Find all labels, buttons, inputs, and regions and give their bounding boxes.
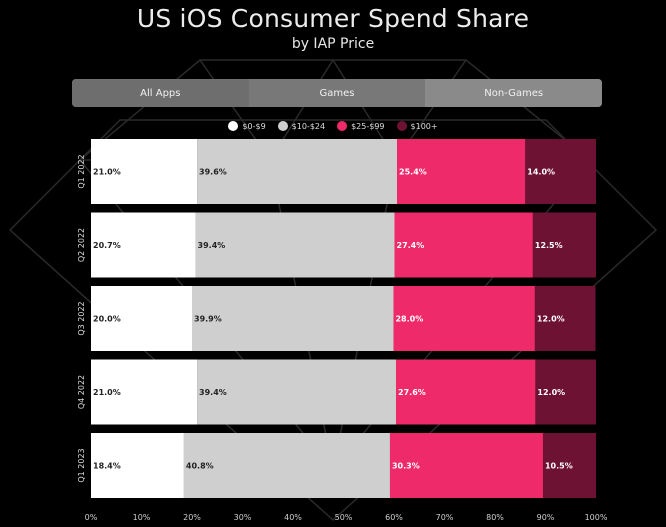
x-tick-label: 60% — [385, 513, 403, 522]
legend-swatch — [277, 121, 288, 131]
x-tick-label: 100% — [585, 513, 608, 522]
bar-segment — [525, 139, 596, 204]
chart-subtitle: by IAP Price — [291, 36, 375, 52]
data-label: 10.5% — [545, 462, 573, 471]
x-tick-label: 30% — [234, 513, 252, 522]
bar-segment — [91, 139, 198, 204]
bar-segment — [195, 212, 395, 278]
x-tick-label: 10% — [133, 513, 151, 522]
legend-label: $100+ — [410, 121, 438, 131]
legend-item-100-plus: $100+ — [396, 121, 438, 131]
tab-non-games[interactable]: Non-Games — [425, 79, 602, 107]
data-label: 28.0% — [395, 315, 423, 324]
bar-segment — [534, 286, 596, 351]
x-tick-label: 90% — [537, 513, 555, 522]
data-label: 40.8% — [186, 462, 214, 471]
data-label: 14.0% — [527, 168, 555, 177]
category-label: Q3 2022 — [77, 301, 86, 335]
data-label: 12.5% — [535, 241, 563, 250]
data-label: 21.0% — [93, 388, 121, 397]
x-tick-label: 40% — [284, 513, 302, 522]
category-label: Q2 2022 — [77, 228, 86, 262]
data-label: 12.0% — [537, 388, 565, 397]
x-tick-label: 20% — [183, 513, 201, 522]
bar-segment — [394, 212, 533, 278]
data-label: 20.7% — [93, 241, 121, 250]
bar-segment — [397, 139, 526, 204]
bar-segment — [183, 433, 390, 498]
legend-label: $25-$99 — [351, 121, 385, 131]
tab-all-apps[interactable]: All Apps — [72, 79, 249, 107]
bar-segment — [396, 359, 536, 425]
x-tick-label: 0% — [85, 513, 98, 522]
data-label: 25.4% — [399, 168, 427, 177]
legend-swatch — [337, 121, 348, 131]
data-label: 39.4% — [199, 388, 227, 397]
data-label: 39.9% — [194, 315, 222, 324]
data-label: 27.6% — [398, 388, 426, 397]
data-label: 39.6% — [199, 168, 227, 177]
legend-swatch — [396, 121, 407, 131]
bar-segment — [91, 212, 196, 278]
bar-segment — [197, 139, 398, 204]
bar-segment — [393, 286, 535, 351]
bar-segment — [91, 359, 198, 425]
bar-segment — [535, 359, 596, 425]
bar-segment — [532, 212, 596, 278]
filter-tabs: All Apps Games Non-Games — [72, 79, 602, 107]
bar-segment — [389, 433, 543, 498]
data-label: 39.4% — [198, 241, 226, 250]
chart-legend: $0-$9 $10-$24 $25-$99 $100+ — [0, 121, 666, 131]
legend-label: $10-$24 — [291, 121, 326, 131]
category-label: Q1 2023 — [77, 448, 86, 482]
category-label: Q4 2022 — [77, 375, 86, 409]
x-tick-label: 50% — [335, 513, 353, 522]
bar-segment — [91, 433, 184, 498]
chart-title: US iOS Consumer Spend Share — [136, 4, 530, 33]
tab-games[interactable]: Games — [248, 79, 426, 107]
x-tick-label: 80% — [486, 513, 504, 522]
category-label: Q1 2022 — [77, 154, 86, 188]
data-label: 20.0% — [93, 315, 121, 324]
legend-label: $0-$9 — [242, 121, 266, 131]
data-label: 21.0% — [93, 168, 121, 177]
data-label: 12.0% — [537, 315, 565, 324]
bar-segment — [197, 359, 397, 425]
bar-segment — [192, 286, 394, 351]
data-label: 18.4% — [93, 462, 121, 471]
x-tick-label: 70% — [436, 513, 454, 522]
legend-swatch — [228, 121, 239, 131]
bar-segment — [91, 286, 192, 351]
legend-item-10-24: $10-$24 — [277, 121, 326, 131]
legend-item-25-99: $25-$99 — [337, 121, 385, 131]
data-label: 30.3% — [392, 462, 420, 471]
bar-segment — [542, 433, 596, 498]
legend-item-0-9: $0-$9 — [228, 121, 266, 131]
data-label: 27.4% — [397, 241, 425, 250]
